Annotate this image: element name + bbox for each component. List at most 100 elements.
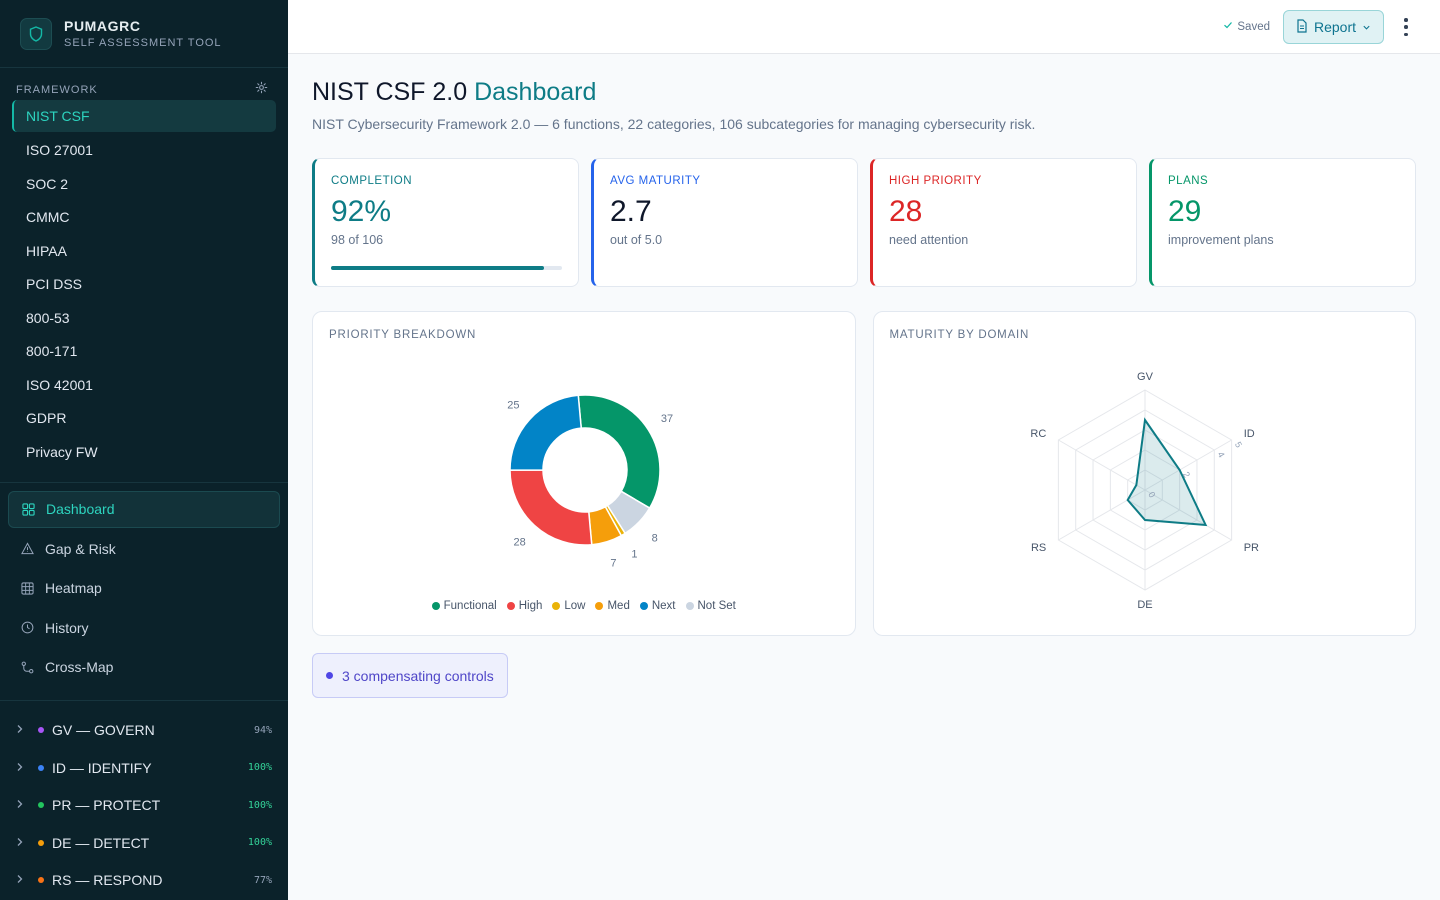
- framework-item[interactable]: Privacy FW: [26, 443, 98, 460]
- chevron-right-icon[interactable]: [16, 798, 30, 812]
- stat-card-high-priority: HIGH PRIORITY 28 need attention: [870, 158, 1137, 287]
- domain-percent: 94%: [253, 724, 272, 736]
- priority-donut-chart: 37 8 1 7 28 25: [507, 394, 673, 570]
- framework-item[interactable]: 800-53: [26, 309, 70, 326]
- legend-label: Med: [607, 600, 630, 612]
- compensating-controls-label: 3 compensating controls: [342, 667, 494, 684]
- framework-item[interactable]: ISO 27001: [26, 142, 93, 159]
- nav-item-label: Cross-Map: [45, 659, 114, 675]
- stat-label: PLANS: [1168, 175, 1209, 187]
- radar-spoke: [1057, 439, 1145, 491]
- completion-progress-bar: [331, 266, 562, 270]
- nav-item-history[interactable]: History: [8, 609, 280, 646]
- check-icon: [1223, 20, 1233, 33]
- maturity-by-domain-title: MATURITY BY DOMAIN: [889, 329, 1030, 341]
- framework-item[interactable]: ISO 42001: [26, 376, 93, 393]
- legend-swatch: [431, 602, 440, 610]
- report-button[interactable]: Report: [1282, 10, 1384, 44]
- topbar: Saved Report: [288, 0, 1440, 54]
- nav-item-heatmap[interactable]: Heatmap: [8, 570, 280, 607]
- donut-value-label: 37: [661, 413, 673, 425]
- framework-item[interactable]: SOC 2: [26, 175, 69, 192]
- nav-item-cross-map[interactable]: Cross-Map: [8, 649, 280, 686]
- stat-label: AVG MATURITY: [610, 175, 701, 187]
- donut-slice-high[interactable]: [509, 469, 593, 546]
- stat-value: 28: [889, 195, 923, 228]
- main-nav: Dashboard Gap & Risk Heatmap History Cross-M…: [0, 483, 288, 686]
- legend-swatch: [639, 602, 648, 610]
- more-menu-icon[interactable]: [1400, 18, 1412, 36]
- domain-label: GV — GOVERN: [52, 722, 155, 739]
- main-content: NIST CSF 2.0 Dashboard NIST Cybersecurit…: [312, 54, 1416, 698]
- saved-status: Saved: [1223, 20, 1270, 33]
- nav-item-dashboard[interactable]: Dashboard: [8, 490, 280, 528]
- donut-slice-functional[interactable]: [577, 394, 661, 510]
- page-title: NIST CSF 2.0 Dashboard: [312, 78, 597, 106]
- nav-item-label: Heatmap: [45, 580, 102, 596]
- donut-value-label: 7: [610, 558, 616, 570]
- legend-item[interactable]: Next: [639, 600, 676, 612]
- domain-color-dot: [38, 727, 44, 734]
- radar-axis-label: DE: [1137, 599, 1152, 611]
- saved-label: Saved: [1237, 20, 1270, 33]
- legend-label: High: [518, 600, 543, 612]
- radar-tick-label: 0: [1146, 490, 1157, 499]
- chevron-right-icon[interactable]: [16, 761, 30, 775]
- page-title-accent: Dashboard: [474, 78, 597, 106]
- stat-label: HIGH PRIORITY: [889, 175, 982, 187]
- domain-label: ID — IDENTIFY: [52, 759, 152, 776]
- framework-item[interactable]: HIPAA: [26, 242, 67, 259]
- stat-subtext: 98 of 106: [331, 233, 384, 247]
- chevron-down-icon: [1362, 19, 1371, 35]
- stat-card-plans: PLANS 29 improvement plans: [1149, 158, 1416, 287]
- nav-item-label: Gap & Risk: [45, 540, 116, 557]
- radar-spoke: [1144, 489, 1232, 541]
- nav-item-gap-risk[interactable]: Gap & Risk: [8, 530, 280, 567]
- legend-item[interactable]: Low: [552, 600, 585, 612]
- maturity-radar-chart: 0 2 45 GV ID PR DE RS RC: [1030, 371, 1259, 611]
- framework-item[interactable]: CMMC: [26, 209, 70, 226]
- stat-card-avg-maturity: AVG MATURITY 2.7 out of 5.0: [591, 158, 858, 287]
- chevron-right-icon[interactable]: [16, 723, 30, 737]
- framework-header: FRAMEWORK: [0, 81, 288, 99]
- framework-item[interactable]: PCI DSS: [26, 276, 83, 293]
- radar-spoke: [1144, 439, 1232, 491]
- legend-swatch: [685, 602, 694, 610]
- radar-tick-label: 4: [1215, 450, 1226, 459]
- gear-icon[interactable]: [255, 81, 268, 99]
- donut-slice-next[interactable]: [509, 394, 583, 471]
- framework-item[interactable]: NIST CSF: [12, 100, 276, 132]
- legend-swatch: [506, 602, 515, 610]
- legend-item[interactable]: High: [506, 600, 543, 612]
- radar-axis-label: GV: [1137, 371, 1154, 383]
- legend-item[interactable]: Not Set: [685, 600, 736, 612]
- framework-item[interactable]: 800-171: [26, 343, 78, 360]
- domain-item[interactable]: ID — IDENTIFY 100%: [16, 749, 272, 787]
- domain-item[interactable]: RS — RESPOND 77%: [16, 862, 272, 900]
- radar-tick-label: 2: [1180, 470, 1191, 479]
- stat-value: 92%: [331, 195, 392, 228]
- nav-item-label: Dashboard: [46, 501, 115, 517]
- domain-item[interactable]: PR — PROTECT 100%: [16, 787, 272, 825]
- legend-item[interactable]: Med: [595, 600, 630, 612]
- domain-color-dot: [38, 802, 44, 809]
- donut-value-label: 28: [513, 537, 525, 549]
- status-dot: [326, 672, 333, 679]
- radar-series-area: [1125, 417, 1207, 527]
- domain-item[interactable]: GV — GOVERN 94%: [16, 712, 272, 750]
- stat-card-completion: COMPLETION 92% 98 of 106: [312, 158, 579, 287]
- legend-label: Next: [651, 600, 676, 612]
- chevron-right-icon[interactable]: [16, 873, 30, 887]
- compensating-controls-badge[interactable]: 3 compensating controls: [312, 653, 508, 698]
- legend-item[interactable]: Functional: [431, 600, 497, 612]
- framework-item[interactable]: GDPR: [26, 410, 67, 427]
- radar-spoke: [1057, 489, 1145, 541]
- sidebar: PUMAGRC SELF ASSESSMENT TOOL FRAMEWORK N…: [0, 0, 288, 900]
- stat-subtext: need attention: [889, 233, 969, 247]
- chevron-right-icon[interactable]: [16, 836, 30, 850]
- domain-item[interactable]: DE — DETECT 100%: [16, 824, 272, 862]
- brand-name: PUMAGRC: [64, 18, 141, 34]
- priority-breakdown-title: PRIORITY BREAKDOWN: [329, 329, 477, 341]
- domain-label: DE — DETECT: [52, 834, 150, 851]
- donut-value-label: 8: [652, 532, 658, 544]
